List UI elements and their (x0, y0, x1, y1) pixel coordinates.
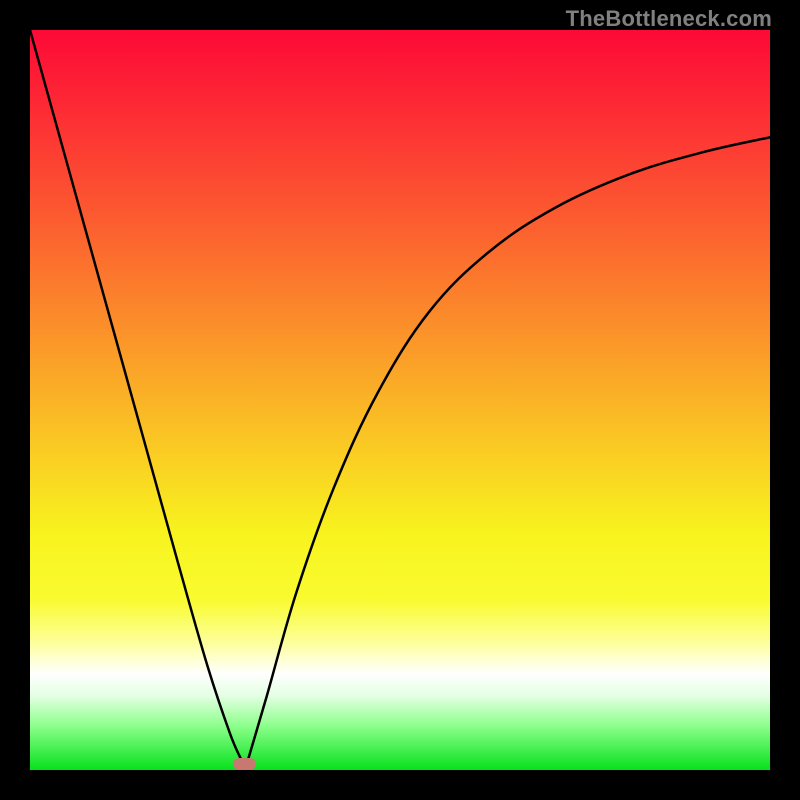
bottleneck-curve (0, 0, 800, 800)
minimum-marker (233, 758, 257, 770)
watermark-text: TheBottleneck.com (566, 6, 772, 32)
chart-frame: TheBottleneck.com (0, 0, 800, 800)
